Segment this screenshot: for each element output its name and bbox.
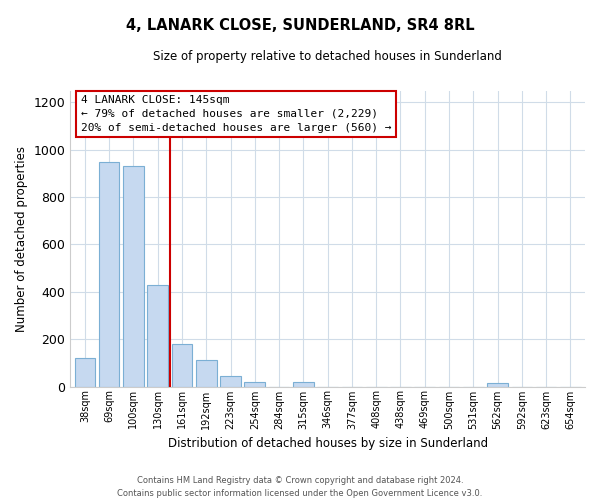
Bar xyxy=(220,376,241,386)
Bar xyxy=(244,382,265,386)
Bar xyxy=(172,344,192,387)
X-axis label: Distribution of detached houses by size in Sunderland: Distribution of detached houses by size … xyxy=(167,437,488,450)
Text: 4 LANARK CLOSE: 145sqm
← 79% of detached houses are smaller (2,229)
20% of semi-: 4 LANARK CLOSE: 145sqm ← 79% of detached… xyxy=(80,95,391,133)
Bar xyxy=(74,358,95,386)
Bar xyxy=(196,360,217,386)
Y-axis label: Number of detached properties: Number of detached properties xyxy=(15,146,28,332)
Title: Size of property relative to detached houses in Sunderland: Size of property relative to detached ho… xyxy=(153,50,502,63)
Bar xyxy=(123,166,144,386)
Bar xyxy=(293,382,314,386)
Bar xyxy=(487,383,508,386)
Bar xyxy=(99,162,119,386)
Text: 4, LANARK CLOSE, SUNDERLAND, SR4 8RL: 4, LANARK CLOSE, SUNDERLAND, SR4 8RL xyxy=(125,18,475,32)
Bar xyxy=(148,284,168,386)
Text: Contains HM Land Registry data © Crown copyright and database right 2024.
Contai: Contains HM Land Registry data © Crown c… xyxy=(118,476,482,498)
